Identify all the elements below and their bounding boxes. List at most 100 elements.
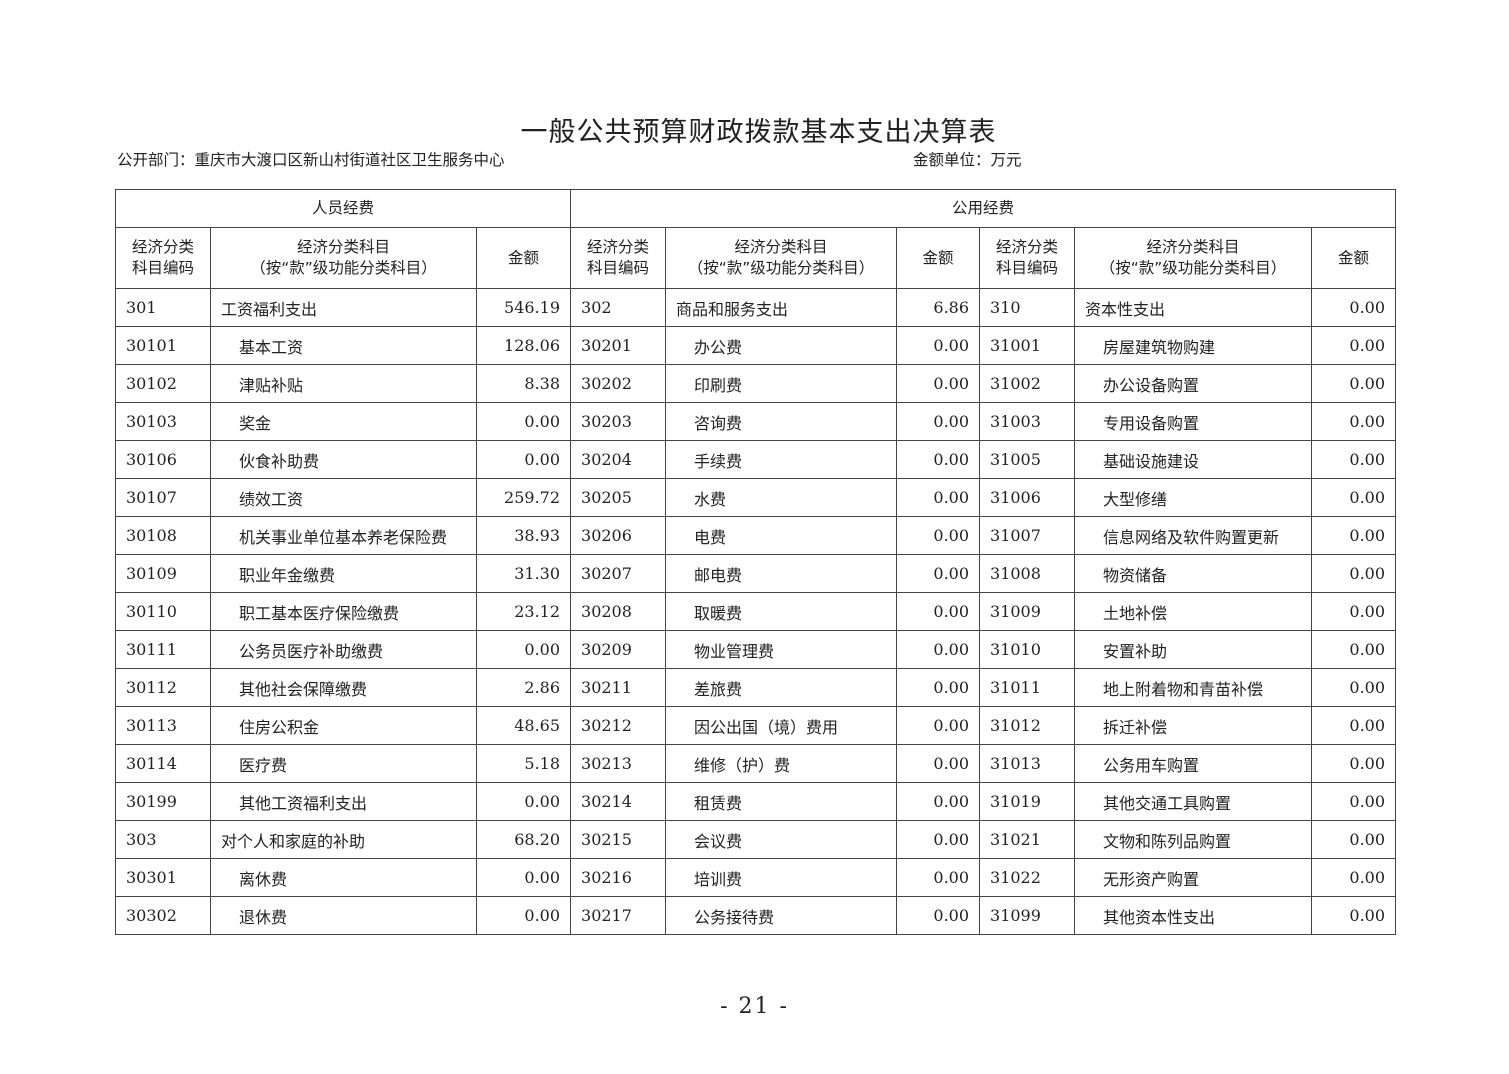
item-amount: 546.19 [475, 288, 572, 327]
item-amount: 0.00 [1311, 744, 1397, 783]
item-name: 取暖费 [665, 592, 898, 631]
item-name: 资本性支出 [1074, 288, 1313, 327]
item-amount: 0.00 [896, 364, 981, 403]
item-code: 31012 [979, 706, 1076, 745]
item-code: 30203 [570, 402, 667, 441]
item-code: 30110 [115, 592, 211, 631]
item-name: 无形资产购置 [1074, 858, 1313, 897]
item-amount: 0.00 [475, 630, 572, 669]
item-amount: 48.65 [475, 706, 572, 745]
item-name: 手续费 [665, 440, 898, 479]
header-amount: 金额 [1311, 227, 1397, 289]
header-name-line2: （按“款”级功能分类科目） [1099, 259, 1287, 277]
item-amount: 0.00 [896, 592, 981, 631]
item-name: 基本工资 [210, 326, 477, 365]
item-name: 文物和陈列品购置 [1074, 820, 1313, 859]
item-name: 电费 [665, 516, 898, 555]
item-name: 维修（护）费 [665, 744, 898, 783]
item-name: 对个人和家庭的补助 [210, 820, 477, 859]
item-amount: 0.00 [1311, 820, 1397, 859]
header-name-line1: 经济分类科目 [296, 238, 390, 256]
item-amount: 0.00 [896, 668, 981, 707]
item-amount: 0.00 [475, 896, 572, 935]
item-name: 退休费 [210, 896, 477, 935]
item-code: 30215 [570, 820, 667, 859]
item-amount: 0.00 [896, 896, 981, 935]
item-amount: 0.00 [896, 516, 981, 555]
item-code: 31007 [979, 516, 1076, 555]
item-name: 其他工资福利支出 [210, 782, 477, 821]
expenditure-table: 人员经费 公用经费 经济分类 科目编码 经济分类科目 （按“款”级功能分类科目） 金额经… [114, 189, 1397, 935]
item-name: 绩效工资 [210, 478, 477, 517]
item-amount: 0.00 [1311, 326, 1397, 365]
item-code: 30101 [115, 326, 211, 365]
item-amount: 0.00 [1311, 668, 1397, 707]
item-amount: 0.00 [896, 858, 981, 897]
header-code: 经济分类 科目编码 [979, 227, 1076, 289]
item-code: 30206 [570, 516, 667, 555]
item-code: 30106 [115, 440, 211, 479]
table-row: 30107 绩效工资 259.72 30205 水费 0.00 31006 大型修缮 0.00 [115, 478, 1397, 517]
item-name: 邮电费 [665, 554, 898, 593]
item-code: 31002 [979, 364, 1076, 403]
item-amount: 0.00 [896, 440, 981, 479]
item-name: 职工基本医疗保险缴费 [210, 592, 477, 631]
table-row: 30113 住房公积金 48.65 30212 因公出国（境）费用 0.00 31012 拆迁… [115, 706, 1397, 745]
item-amount: 0.00 [1311, 478, 1397, 517]
table-row: 30102 津贴补贴 8.38 30202 印刷费 0.00 31002 办公设备购置 0.00 [115, 364, 1397, 403]
item-code: 30201 [570, 326, 667, 365]
item-amount: 0.00 [475, 782, 572, 821]
header-code-line2: 科目编码 [587, 259, 650, 277]
item-code: 30204 [570, 440, 667, 479]
item-name: 机关事业单位基本养老保险费 [210, 516, 477, 555]
item-amount: 0.00 [1311, 896, 1397, 935]
group-personnel: 人员经费 [114, 189, 572, 228]
header-name: 经济分类科目 （按“款”级功能分类科目） [210, 227, 477, 289]
item-name: 其他社会保障缴费 [210, 668, 477, 707]
item-amount: 0.00 [475, 440, 572, 479]
item-name: 信息网络及软件购置更新 [1074, 516, 1313, 555]
item-code: 30109 [115, 554, 211, 593]
table-row: 301 工资福利支出 546.19 302 商品和服务支出 6.86 310 资本性支出 0.0… [115, 288, 1397, 327]
header-code-line1: 经济分类 [996, 238, 1059, 256]
item-name: 其他资本性支出 [1074, 896, 1313, 935]
item-amount: 38.93 [475, 516, 572, 555]
item-amount: 0.00 [1311, 554, 1397, 593]
item-name: 大型修缮 [1074, 478, 1313, 517]
item-code: 301 [115, 288, 211, 327]
item-amount: 0.00 [1311, 706, 1397, 745]
unit-label: 金额单位：万元 [913, 151, 1022, 169]
header-amount: 金额 [475, 227, 572, 289]
header-code-line2: 科目编码 [131, 259, 194, 277]
header-name-line2: （按“款”级功能分类科目） [687, 259, 875, 277]
item-name: 职业年金缴费 [210, 554, 477, 593]
header-code: 经济分类 科目编码 [115, 227, 211, 289]
item-name: 水费 [665, 478, 898, 517]
item-amount: 0.00 [1311, 440, 1397, 479]
table-row: 30112 其他社会保障缴费 2.86 30211 差旅费 0.00 31011 地上附着物和… [115, 668, 1397, 707]
item-amount: 2.86 [475, 668, 572, 707]
item-amount: 0.00 [896, 630, 981, 669]
item-code: 30207 [570, 554, 667, 593]
item-name: 拆迁补偿 [1074, 706, 1313, 745]
item-name: 工资福利支出 [210, 288, 477, 327]
item-amount: 0.00 [1311, 592, 1397, 631]
item-name: 租赁费 [665, 782, 898, 821]
item-name: 咨询费 [665, 402, 898, 441]
table-row: 30110 职工基本医疗保险缴费 23.12 30208 取暖费 0.00 31009 土地补… [115, 592, 1397, 631]
item-amount: 0.00 [1311, 782, 1397, 821]
item-name: 其他交通工具购置 [1074, 782, 1313, 821]
table-row: 30111 公务员医疗补助缴费 0.00 30209 物业管理费 0.00 31010 安置补… [115, 630, 1397, 669]
table-row: 30109 职业年金缴费 31.30 30207 邮电费 0.00 31008 物资储备 0.0… [115, 554, 1397, 593]
item-code: 30111 [115, 630, 211, 669]
item-code: 30301 [115, 858, 211, 897]
item-code: 30113 [115, 706, 211, 745]
item-code: 31009 [979, 592, 1076, 631]
item-code: 30102 [115, 364, 211, 403]
header-name: 经济分类科目 （按“款”级功能分类科目） [1074, 227, 1313, 289]
item-name: 公务员医疗补助缴费 [210, 630, 477, 669]
item-amount: 128.06 [475, 326, 572, 365]
item-code: 30216 [570, 858, 667, 897]
item-name: 基础设施建设 [1074, 440, 1313, 479]
table-row: 30114 医疗费 5.18 30213 维修（护）费 0.00 31013 公务用车购置 0.… [115, 744, 1397, 783]
